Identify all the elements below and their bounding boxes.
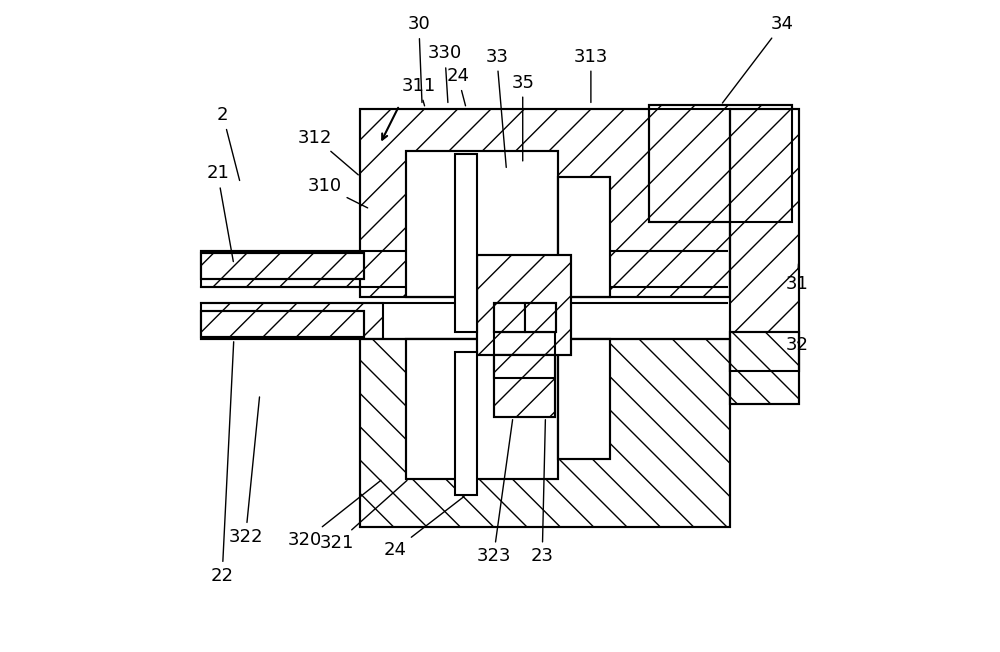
Text: 313: 313: [574, 48, 608, 102]
Bar: [406, 339, 558, 479]
Bar: [360, 339, 730, 527]
Bar: [201, 253, 364, 279]
Text: 320: 320: [288, 481, 381, 549]
Bar: [406, 151, 558, 297]
Text: 35: 35: [511, 74, 534, 161]
Text: 34: 34: [722, 15, 794, 103]
Bar: [730, 108, 799, 372]
Bar: [477, 254, 571, 355]
Bar: [494, 355, 555, 417]
Bar: [558, 339, 610, 459]
Text: 24: 24: [383, 496, 464, 559]
Text: 321: 321: [319, 481, 407, 552]
Text: 24: 24: [446, 67, 469, 106]
Text: 330: 330: [428, 44, 462, 102]
Text: 23: 23: [531, 420, 554, 565]
Bar: [649, 105, 792, 222]
Text: 31: 31: [786, 264, 809, 293]
Text: 2: 2: [217, 106, 240, 181]
Bar: [201, 303, 383, 339]
Bar: [201, 311, 364, 337]
Bar: [360, 108, 730, 297]
Bar: [360, 339, 730, 527]
Bar: [201, 311, 364, 337]
Text: 311: 311: [402, 77, 436, 106]
Bar: [494, 355, 555, 378]
Text: 21: 21: [206, 164, 233, 261]
Bar: [201, 253, 364, 279]
Bar: [730, 333, 799, 404]
Text: 310: 310: [308, 177, 368, 208]
Bar: [558, 177, 610, 297]
Bar: [455, 154, 477, 333]
Text: 32: 32: [786, 336, 809, 355]
Bar: [558, 339, 610, 459]
Bar: [494, 303, 525, 333]
Bar: [477, 254, 571, 355]
Text: 30: 30: [407, 15, 430, 102]
Text: 312: 312: [298, 128, 358, 175]
Bar: [406, 339, 558, 479]
Bar: [730, 108, 799, 372]
Bar: [406, 151, 558, 297]
Bar: [455, 352, 477, 495]
Bar: [558, 177, 610, 297]
Bar: [525, 303, 556, 333]
Text: 322: 322: [228, 397, 263, 546]
Bar: [730, 333, 799, 404]
Bar: [201, 251, 383, 287]
Bar: [494, 303, 556, 333]
Bar: [494, 333, 555, 417]
Text: 33: 33: [485, 48, 508, 168]
Bar: [649, 105, 792, 222]
Text: 323: 323: [476, 420, 513, 565]
Bar: [360, 108, 730, 297]
Text: 22: 22: [211, 342, 234, 585]
